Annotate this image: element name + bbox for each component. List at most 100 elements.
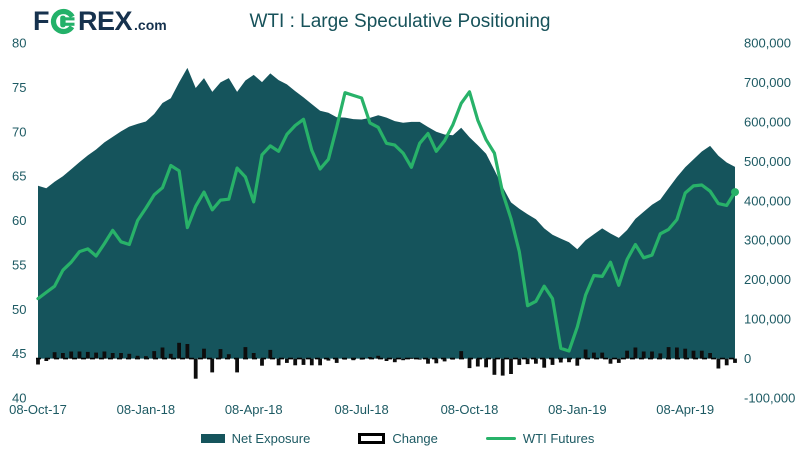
change-bar — [401, 358, 405, 361]
change-bar — [144, 356, 148, 359]
change-bar — [409, 357, 414, 359]
right-axis-tick: 100,000 — [744, 312, 791, 327]
left-axis-tick: 45 — [12, 346, 26, 361]
x-axis-tick: 08-Jan-18 — [117, 402, 176, 417]
x-axis-tick: 08-Apr-19 — [656, 402, 714, 417]
change-bar — [633, 347, 638, 359]
change-bar — [218, 349, 223, 359]
right-axis-tick: -100,000 — [744, 391, 795, 406]
right-axis-tick: 300,000 — [744, 233, 791, 248]
change-bar — [575, 358, 580, 366]
change-bar — [276, 358, 281, 366]
legend-label: Change — [392, 430, 438, 446]
change-bar — [724, 358, 729, 366]
right-axis-tick: 700,000 — [744, 75, 791, 90]
change-bar — [243, 347, 248, 359]
right-axis-tick: 500,000 — [744, 154, 791, 169]
change-bar — [567, 358, 571, 363]
x-axis-tick: 08-Oct-18 — [441, 402, 499, 417]
change-bar — [293, 358, 298, 366]
x-axis-tick: 08-Jul-18 — [335, 402, 389, 417]
change-bar — [251, 353, 256, 359]
x-axis-tick: 08-Jan-19 — [548, 402, 607, 417]
right-axis-tick: 200,000 — [744, 272, 791, 287]
wti-futures-line — [36, 90, 737, 353]
change-bar — [392, 358, 397, 363]
change-bar — [600, 352, 605, 359]
left-axis-tick: 55 — [12, 257, 26, 272]
change-bar — [210, 358, 215, 373]
change-bar — [558, 358, 563, 363]
change-bar — [492, 358, 497, 375]
legend-label: WTI Futures — [522, 430, 595, 446]
change-bar — [359, 358, 364, 360]
left-axis-tick: 65 — [12, 169, 26, 184]
left-axis-tick: 80 — [12, 36, 26, 51]
change-bar — [675, 347, 679, 359]
left-axis-tick: 60 — [12, 213, 26, 228]
change-bar — [517, 358, 522, 365]
line-end-marker — [731, 188, 739, 197]
change-bar — [683, 348, 688, 359]
change-bar — [708, 353, 712, 359]
change-bar — [459, 351, 464, 359]
change-bar — [368, 357, 372, 359]
change-bar — [583, 349, 588, 359]
change-bar — [534, 358, 538, 364]
logo-dotcom: .com — [134, 17, 167, 33]
change-bar — [467, 358, 472, 369]
change-bar — [36, 358, 40, 365]
legend-item-line: WTI Futures — [485, 430, 595, 446]
change-bar — [641, 351, 646, 359]
change-bar — [168, 353, 173, 359]
right-axis-tick: 0 — [744, 351, 751, 366]
legend-item-bar: Change — [358, 431, 438, 446]
change-bar — [616, 358, 621, 363]
change-bar — [102, 351, 107, 359]
change-bar — [691, 350, 696, 359]
power-plug-icon — [50, 8, 77, 34]
change-bar — [608, 358, 613, 364]
change-bar — [193, 358, 198, 379]
chart-legend: Net Exposure Change WTI Futures — [0, 426, 795, 450]
change-bar — [326, 358, 331, 361]
change-bar — [61, 353, 65, 359]
change-bar — [666, 347, 671, 359]
change-bar — [127, 353, 132, 359]
legend-item-area: Net Exposure — [200, 430, 311, 446]
change-bar — [500, 358, 505, 376]
change-bar — [52, 352, 57, 359]
change-bar — [152, 351, 157, 359]
change-bar — [318, 358, 322, 366]
change-bar — [475, 358, 480, 367]
left-axis-tick: 75 — [12, 80, 26, 95]
change-bar — [343, 358, 347, 360]
change-bar — [451, 358, 455, 360]
change-bar — [733, 358, 737, 363]
change-bar — [301, 358, 306, 365]
change-bar — [226, 354, 231, 359]
left-axis-tick: 50 — [12, 302, 26, 317]
change-bar — [268, 349, 273, 359]
change-bar — [351, 358, 356, 361]
change-bar — [202, 348, 206, 359]
legend-label: Net Exposure — [231, 430, 311, 446]
change-bar — [550, 358, 555, 365]
change-bar — [110, 353, 115, 359]
change-bar — [334, 358, 339, 363]
change-bar — [509, 358, 513, 374]
right-axis-tick: 800,000 — [744, 36, 791, 51]
change-bar — [260, 358, 264, 366]
chart-header: F REX .com WTI : Large Speculative Posit… — [0, 0, 795, 42]
change-bar — [417, 358, 422, 360]
page-title: WTI : Large Speculative Positioning — [249, 11, 551, 32]
net-exposure-area — [38, 67, 735, 359]
change-bar — [716, 358, 721, 369]
change-bar — [285, 358, 289, 363]
change-bar — [699, 350, 704, 359]
left-axis-tick: 70 — [12, 124, 26, 139]
wti-futures-swatch — [485, 436, 516, 440]
logo-letter-f: F — [33, 6, 50, 36]
